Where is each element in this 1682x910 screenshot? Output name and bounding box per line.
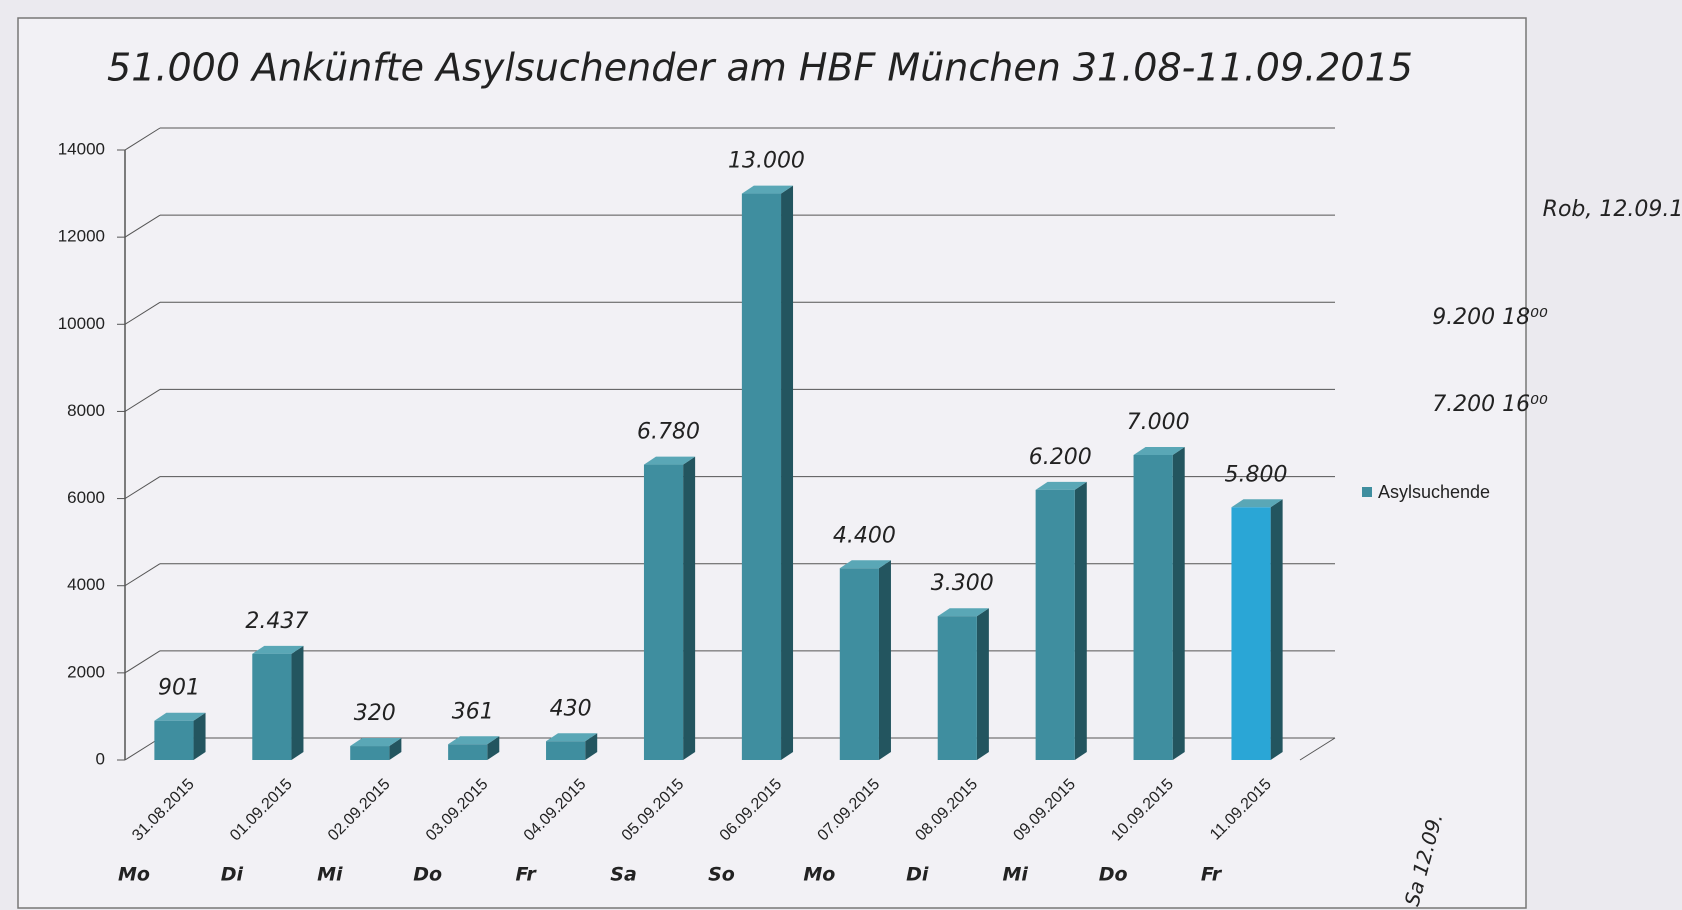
bar xyxy=(644,465,683,760)
bar xyxy=(742,194,781,760)
y-tick-label: 2000 xyxy=(67,662,105,681)
value-label: 901 xyxy=(158,676,200,701)
value-label: 6.780 xyxy=(637,420,700,445)
bar xyxy=(1134,455,1173,760)
weekday-label: Fr xyxy=(515,864,537,886)
weekday-label: Di xyxy=(221,864,244,886)
value-label: 2.437 xyxy=(245,609,308,634)
bar xyxy=(546,741,585,760)
chart-title: 51.000 Ankünfte Asylsuchender am HBF Mün… xyxy=(107,46,1413,90)
value-label: 430 xyxy=(550,696,592,721)
bar xyxy=(448,744,487,760)
weekday-label: Mi xyxy=(1002,864,1028,886)
y-tick-label: 12000 xyxy=(58,227,105,246)
weekday-label: Do xyxy=(1099,864,1128,886)
weekday-label: Mi xyxy=(317,864,343,886)
value-label: 4.400 xyxy=(833,523,896,548)
y-tick-label: 4000 xyxy=(67,575,105,594)
weekday-label: Mo xyxy=(803,864,835,886)
value-label: 3.300 xyxy=(931,571,994,596)
bar-side xyxy=(291,646,303,760)
y-tick-label: 0 xyxy=(96,749,105,768)
y-tick-label: 8000 xyxy=(67,401,105,420)
value-label: 13.000 xyxy=(728,149,805,174)
legend-swatch xyxy=(1362,487,1372,497)
weekday-label: Di xyxy=(906,864,929,886)
bar xyxy=(154,721,193,760)
y-tick-label: 14000 xyxy=(58,139,105,158)
value-label: 7.000 xyxy=(1127,410,1190,435)
bar xyxy=(840,568,879,760)
value-label: 5.800 xyxy=(1225,462,1288,487)
annotation: 7.200 16⁰⁰ xyxy=(1432,392,1548,417)
weekday-label: Do xyxy=(413,864,442,886)
weekday-label: Sa xyxy=(610,864,637,886)
annotation: Rob, 12.09.15 xyxy=(1543,197,1682,222)
weekday-label: So xyxy=(708,864,735,886)
y-tick-label: 6000 xyxy=(67,488,105,507)
y-tick-label: 10000 xyxy=(58,314,105,333)
bar xyxy=(938,616,977,760)
legend-label: Asylsuchende xyxy=(1378,482,1490,502)
annotation: 9.200 18⁰⁰ xyxy=(1432,305,1548,330)
bar-side xyxy=(1075,482,1087,760)
bar-side xyxy=(683,457,695,760)
bar xyxy=(1231,507,1270,760)
bar xyxy=(350,746,389,760)
bar xyxy=(252,654,291,760)
weekday-label: Fr xyxy=(1201,864,1223,886)
weekday-label: Mo xyxy=(118,864,150,886)
bar-side xyxy=(1271,499,1283,760)
value-label: 361 xyxy=(452,699,494,724)
bar xyxy=(1036,490,1075,760)
value-label: 320 xyxy=(354,701,396,726)
bar-side xyxy=(977,608,989,760)
value-label: 6.200 xyxy=(1029,445,1092,470)
bar-side xyxy=(194,713,206,760)
chart: 51.000 Ankünfte Asylsuchender am HBF Mün… xyxy=(0,0,1682,910)
bar-side xyxy=(879,560,891,760)
bar-side xyxy=(1173,447,1185,760)
bar-side xyxy=(781,186,793,760)
